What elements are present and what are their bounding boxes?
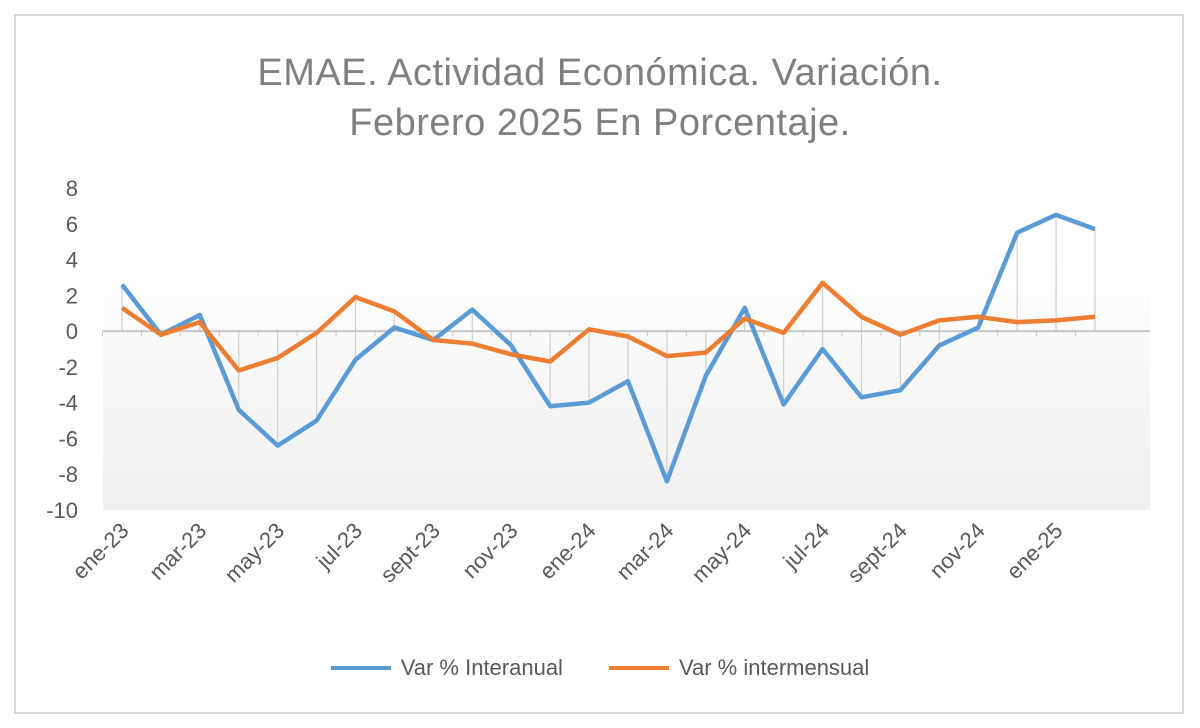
y-tick-label: -4 [58, 391, 78, 416]
x-tick-label: may-24 [687, 518, 757, 588]
x-tick-label: nov-24 [925, 518, 990, 583]
x-tick-label: sept-23 [375, 518, 445, 588]
x-tick-label: ene-23 [67, 518, 133, 584]
y-tick-label: 4 [66, 248, 78, 273]
x-tick-label: mar-23 [144, 518, 211, 585]
legend-swatch-interanual [330, 666, 391, 670]
x-tick-label: jul-24 [778, 518, 834, 574]
legend-swatch-intermensual [608, 666, 669, 670]
x-tick-label: sept-24 [842, 518, 912, 588]
x-tick-label: may-23 [220, 518, 290, 588]
legend-label-intermensual: Var % intermensual [678, 655, 870, 680]
y-tick-label: -8 [58, 462, 78, 487]
x-tick-label: nov-23 [457, 518, 522, 583]
chart-title-line-2: Febrero 2025 En Porcentaje. [349, 102, 851, 144]
chart-title-line-1: EMAE. Actividad Económica. Variación. [257, 52, 943, 94]
legend: Var % Interanual Var % intermensual [0, 655, 1200, 681]
series-line-1 [120, 280, 1096, 373]
y-tick-label: 0 [66, 319, 78, 344]
y-tick-label: -6 [58, 426, 78, 451]
x-tick-label: mar-24 [611, 518, 678, 585]
legend-item-interanual: Var % Interanual [330, 655, 563, 681]
series-line-0 [120, 212, 1096, 484]
legend-label-interanual: Var % Interanual [400, 655, 563, 680]
chart-frame [14, 14, 1184, 714]
x-tick-label: ene-25 [1001, 518, 1067, 584]
y-tick-label: -2 [58, 355, 78, 380]
y-tick-label: 6 [66, 212, 78, 237]
x-tick-label: jul-23 [311, 518, 367, 574]
y-tick-label: -10 [46, 498, 78, 523]
y-tick-label: 2 [66, 283, 78, 308]
legend-item-intermensual: Var % intermensual [608, 655, 870, 681]
x-tick-label: ene-24 [534, 518, 600, 584]
chart-title: EMAE. Actividad Económica. Variación. Fe… [0, 48, 1200, 148]
y-tick-label: 8 [66, 176, 78, 201]
